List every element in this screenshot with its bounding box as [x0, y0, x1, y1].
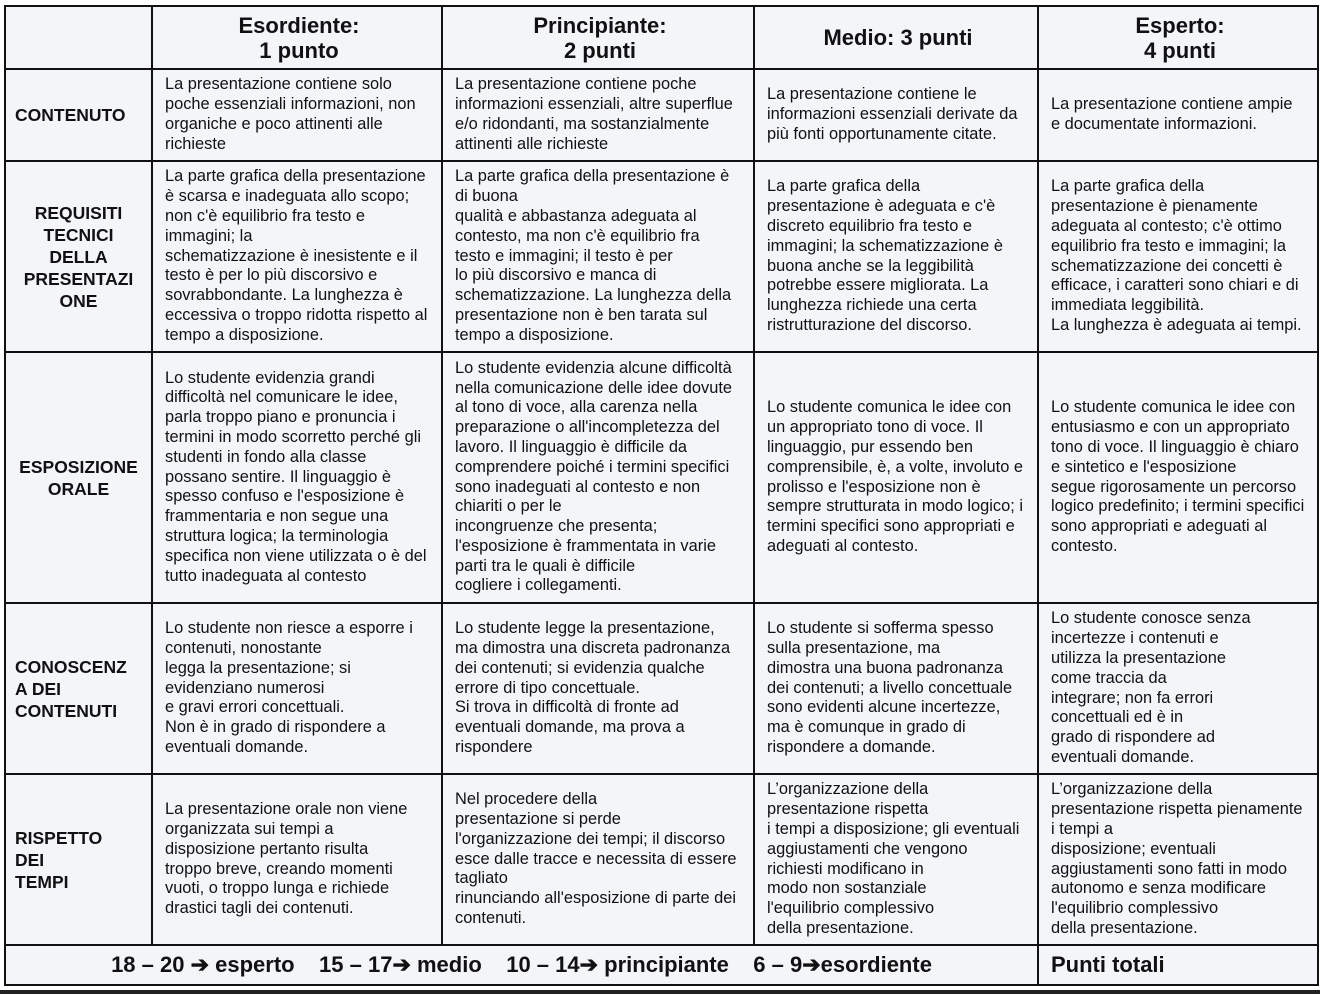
- row-label-requisiti: REQUISITI TECNICI DELLA PRESENTAZI ONE: [4, 160, 153, 353]
- cell: La parte grafica della presentazione è d…: [441, 160, 755, 353]
- header-esordiente: Esordiente: 1 punto: [151, 5, 443, 70]
- cell: Nel procedere della presentazione si per…: [441, 773, 755, 946]
- bottom-border: [0, 990, 1320, 994]
- table-row: ESPOSIZIONE ORALE Lo studente evidenzia …: [4, 351, 1319, 604]
- cell: Lo studente conosce senza incertezze i c…: [1037, 602, 1319, 775]
- table-row: REQUISITI TECNICI DELLA PRESENTAZI ONE L…: [4, 160, 1319, 353]
- cell: La presentazione contiene solo poche ess…: [151, 68, 443, 162]
- header-esperto: Esperto: 4 punti: [1037, 5, 1319, 70]
- cell: La presentazione contiene ampie e docume…: [1037, 68, 1319, 162]
- header-row: Esordiente: 1 punto Principiante: 2 punt…: [4, 5, 1319, 70]
- table-row: CONTENUTO La presentazione contiene solo…: [4, 68, 1319, 162]
- cell: Lo studente comunica le idee con un appr…: [753, 351, 1039, 604]
- cell: Lo studente non riesce a esporre i conte…: [151, 602, 443, 775]
- cell: Lo studente comunica le idee con entusia…: [1037, 351, 1319, 604]
- total-points-label: Punti totali: [1037, 944, 1319, 986]
- table-row: RISPETTO DEI TEMPI La presentazione oral…: [4, 773, 1319, 946]
- cell: L’organizzazione della presentazione ris…: [753, 773, 1039, 946]
- cell: L’organizzazione della presentazione ris…: [1037, 773, 1319, 946]
- cell: La presentazione contiene le informazion…: [753, 68, 1039, 162]
- header-principiante: Principiante: 2 punti: [441, 5, 755, 70]
- rubric-table: Esordiente: 1 punto Principiante: 2 punt…: [4, 5, 1319, 986]
- cell: La presentazione contiene poche informaz…: [441, 68, 755, 162]
- cell: Lo studente evidenzia grandi difficoltà …: [151, 351, 443, 604]
- cell: La parte grafica della presentazione è a…: [753, 160, 1039, 353]
- footer-row: 18 – 20 ➔ esperto 15 – 17➔ medio 10 – 14…: [4, 944, 1319, 986]
- row-label-esposizione: ESPOSIZIONE ORALE: [4, 351, 153, 604]
- cell: Lo studente legge la presentazione, ma d…: [441, 602, 755, 775]
- row-label-rispetto-tempi: RISPETTO DEI TEMPI: [4, 773, 153, 946]
- header-medio: Medio: 3 punti: [753, 5, 1039, 70]
- score-scale: 18 – 20 ➔ esperto 15 – 17➔ medio 10 – 14…: [4, 944, 1039, 986]
- row-label-contenuto: CONTENUTO: [4, 68, 153, 162]
- row-label-conoscenza: CONOSCENZ A DEI CONTENUTI: [4, 602, 153, 775]
- table-row: CONOSCENZ A DEI CONTENUTI Lo studente no…: [4, 602, 1319, 775]
- cell: La presentazione orale non viene organiz…: [151, 773, 443, 946]
- cell: Lo studente evidenzia alcune difficoltà …: [441, 351, 755, 604]
- cell: La parte grafica della presentazione è s…: [151, 160, 443, 353]
- cell: Lo studente si sofferma spesso sulla pre…: [753, 602, 1039, 775]
- header-corner: [4, 5, 153, 70]
- cell: La parte grafica della presentazione è p…: [1037, 160, 1319, 353]
